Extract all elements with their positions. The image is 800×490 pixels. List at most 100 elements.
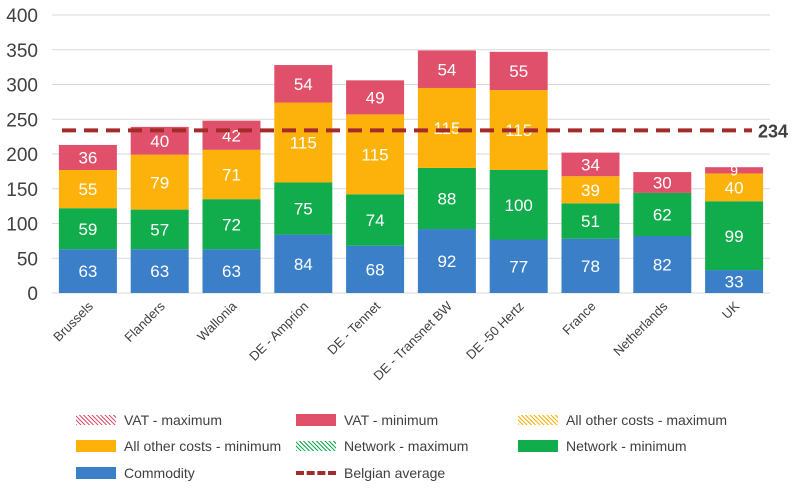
data-label-network: 99 bbox=[725, 227, 744, 246]
bar-segment-other bbox=[346, 114, 405, 195]
x-tick-label: DE -50 Hertz bbox=[463, 299, 527, 363]
y-tick-label: 0 bbox=[27, 284, 38, 305]
data-label-other: 39 bbox=[581, 181, 600, 200]
data-label-commodity: 63 bbox=[150, 262, 169, 281]
data-label-commodity: 63 bbox=[78, 262, 97, 281]
data-label-other: 40 bbox=[725, 178, 744, 197]
data-label-commodity: 63 bbox=[222, 262, 241, 281]
data-label-vat: 36 bbox=[78, 149, 97, 168]
x-tick-label: DE - Tennet bbox=[324, 298, 383, 357]
bar-segment-commodity bbox=[633, 236, 692, 293]
bar-segment-vat bbox=[489, 51, 548, 91]
bar-segment-vat bbox=[633, 172, 692, 193]
bar-segment-vat bbox=[417, 50, 476, 88]
bar-segment-commodity bbox=[346, 245, 405, 293]
bar-segment-commodity bbox=[489, 239, 548, 293]
data-label-commodity: 68 bbox=[366, 260, 385, 279]
bar-segment-commodity bbox=[417, 229, 476, 293]
data-label-vat: 40 bbox=[150, 132, 169, 151]
belgian-average-label: 234 bbox=[758, 121, 788, 141]
data-label-vat: 54 bbox=[437, 60, 456, 79]
y-tick-label: 50 bbox=[17, 249, 38, 270]
bar-segment-network bbox=[346, 194, 405, 246]
bar-segment-network bbox=[274, 182, 333, 235]
data-label-network: 62 bbox=[653, 206, 672, 225]
bar-segment-network bbox=[633, 192, 692, 237]
bar-segment-other bbox=[489, 90, 548, 170]
bar-segment-network bbox=[130, 209, 189, 250]
bar-segment-vat bbox=[561, 152, 620, 177]
x-tick-label: DE - Amprion bbox=[246, 299, 311, 364]
data-label-vat: 30 bbox=[653, 174, 672, 193]
data-label-network: 72 bbox=[222, 215, 241, 234]
bar-segment-commodity bbox=[705, 270, 764, 293]
y-tick-label: 100 bbox=[6, 215, 38, 236]
data-label-other: 115 bbox=[362, 145, 389, 164]
data-label-network: 88 bbox=[437, 190, 456, 209]
bar-segment-network bbox=[202, 199, 261, 250]
bar-segment-network bbox=[705, 201, 764, 271]
data-label-commodity: 77 bbox=[509, 257, 528, 276]
x-tick-label: Flanders bbox=[121, 298, 168, 345]
bar-segment-network bbox=[58, 208, 117, 250]
x-tick-label: France bbox=[559, 299, 598, 338]
bar-segment-vat bbox=[58, 144, 117, 170]
data-label-commodity: 82 bbox=[653, 256, 672, 275]
data-label-commodity: 92 bbox=[437, 252, 456, 271]
bar-segment-network bbox=[417, 167, 476, 230]
data-label-vat: 54 bbox=[294, 75, 313, 94]
bar-segment-vat bbox=[346, 80, 405, 115]
data-label-other: 55 bbox=[78, 180, 97, 199]
bar-segment-other bbox=[202, 149, 261, 200]
bar-segment-commodity bbox=[274, 234, 333, 293]
bar-segment-vat bbox=[202, 120, 261, 150]
data-label-commodity: 84 bbox=[294, 255, 313, 274]
data-label-network: 51 bbox=[581, 212, 600, 231]
bar-segment-commodity bbox=[202, 249, 261, 293]
x-tick-label: UK bbox=[719, 298, 743, 322]
data-label-network: 74 bbox=[366, 211, 385, 230]
bar-segment-other bbox=[58, 169, 117, 209]
data-label-network: 100 bbox=[505, 196, 533, 215]
data-label-vat: 55 bbox=[509, 62, 528, 81]
data-label-network: 59 bbox=[78, 220, 97, 239]
y-axis-ticks: 0 50 100 150 200 250 300 350 400 bbox=[6, 6, 38, 305]
bar-segment-network bbox=[489, 169, 548, 240]
bar-segment-commodity bbox=[561, 238, 620, 293]
data-label-vat: 34 bbox=[581, 156, 600, 175]
x-tick-label: Netherlands bbox=[610, 298, 671, 359]
data-label-commodity: 33 bbox=[725, 273, 744, 292]
data-label-other: 115 bbox=[290, 134, 317, 153]
bar-segment-other bbox=[130, 154, 189, 210]
y-tick-label: 400 bbox=[6, 6, 38, 27]
x-axis-ticks: Brussels Flanders Wallonia DE - Amprion DE -… bbox=[50, 298, 742, 383]
y-tick-label: 200 bbox=[6, 145, 38, 166]
bar-segment-other bbox=[274, 102, 333, 183]
x-tick-label: Wallonia bbox=[194, 298, 240, 344]
bar-segment-other bbox=[417, 87, 476, 168]
bar-segment-other bbox=[705, 173, 764, 202]
y-tick-label: 150 bbox=[6, 180, 38, 201]
y-tick-label: 350 bbox=[6, 41, 38, 62]
x-tick-label: DE - Transnet BW bbox=[370, 298, 455, 383]
data-label-vat: 49 bbox=[366, 88, 385, 107]
y-tick-label: 300 bbox=[6, 76, 38, 97]
bar-segment-commodity bbox=[130, 249, 189, 293]
bar-segment-commodity bbox=[58, 249, 117, 293]
data-label-other: 71 bbox=[222, 166, 241, 185]
y-tick-label: 250 bbox=[6, 110, 38, 131]
data-label-network: 57 bbox=[150, 221, 169, 240]
data-label-network: 75 bbox=[294, 200, 313, 219]
bar-segment-vat bbox=[274, 65, 333, 103]
bar-segment-network bbox=[561, 203, 620, 239]
data-label-commodity: 78 bbox=[581, 257, 600, 276]
data-label-other: 115 bbox=[505, 121, 532, 140]
bar-segment-vat bbox=[705, 167, 764, 174]
bars: 6359553663577940637271428475115546874115… bbox=[58, 50, 764, 293]
data-label-vat: 9 bbox=[730, 162, 738, 178]
belgian-average-layer: 234 bbox=[62, 121, 788, 141]
x-tick-label: Brussels bbox=[50, 298, 96, 344]
data-label-other: 79 bbox=[150, 173, 169, 192]
bar-segment-other bbox=[561, 176, 620, 204]
